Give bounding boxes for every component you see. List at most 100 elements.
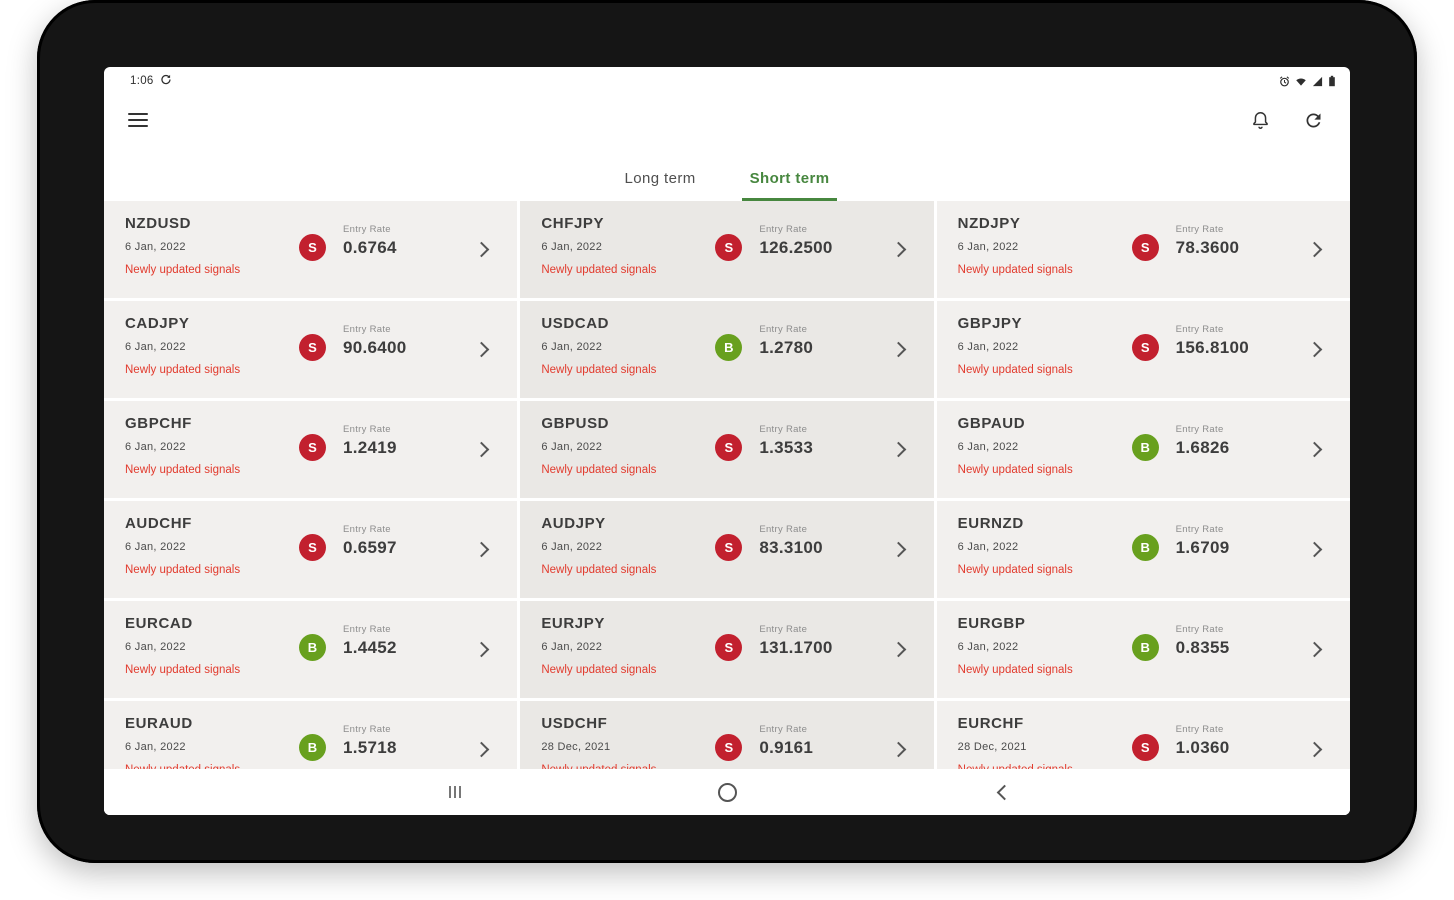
signal-date: 6 Jan, 2022 xyxy=(957,641,1019,653)
entry-rate-label: Entry Rate xyxy=(343,624,391,635)
signal-card[interactable]: NZDUSD 6 Jan, 2022 Newly updated signals… xyxy=(104,201,518,298)
chevron-right-icon[interactable] xyxy=(890,641,906,658)
chevron-right-icon[interactable] xyxy=(890,441,906,458)
signal-date: 6 Jan, 2022 xyxy=(541,241,603,253)
menu-icon[interactable] xyxy=(128,109,148,132)
entry-rate-value: 1.4452 xyxy=(343,638,397,657)
signal-date: 6 Jan, 2022 xyxy=(541,341,603,353)
chevron-right-icon[interactable] xyxy=(890,741,906,758)
entry-rate-label: Entry Rate xyxy=(759,224,808,235)
update-note: Newly updated signals xyxy=(125,664,241,676)
tab-long-term[interactable]: Long term xyxy=(624,170,696,187)
entry-rate-label: Entry Rate xyxy=(759,624,808,635)
tab-short-term[interactable]: Short term xyxy=(741,170,838,201)
chevron-right-icon[interactable] xyxy=(890,541,906,558)
pair-name: AUDJPY xyxy=(541,515,606,532)
back-icon[interactable] xyxy=(996,784,1013,801)
signal-card[interactable]: EURGBP 6 Jan, 2022 Newly updated signals… xyxy=(936,601,1350,698)
recents-icon[interactable] xyxy=(449,786,461,798)
home-icon[interactable] xyxy=(718,783,737,802)
update-note: Newly updated signals xyxy=(957,464,1073,476)
signal-date: 6 Jan, 2022 xyxy=(541,541,603,553)
chevron-right-icon[interactable] xyxy=(1306,641,1323,658)
signal-card[interactable]: CHFJPY 6 Jan, 2022 Newly updated signals… xyxy=(520,201,934,298)
chevron-right-icon[interactable] xyxy=(890,241,906,258)
signal-badge: S xyxy=(715,734,743,761)
signal-badge: S xyxy=(299,434,326,461)
entry-rate-label: Entry Rate xyxy=(1175,424,1224,435)
signal-card[interactable]: NZDJPY 6 Jan, 2022 Newly updated signals… xyxy=(936,201,1350,298)
chevron-right-icon[interactable] xyxy=(474,641,490,658)
signal-badge: B xyxy=(1131,534,1159,561)
signal-badge: S xyxy=(299,334,326,361)
signal-card[interactable]: EURJPY 6 Jan, 2022 Newly updated signals… xyxy=(520,601,934,698)
chevron-right-icon[interactable] xyxy=(1306,741,1323,758)
app-bar xyxy=(104,93,1350,147)
entry-rate-label: Entry Rate xyxy=(759,524,808,535)
signal-badge: S xyxy=(715,234,743,261)
entry-rate-value: 1.6826 xyxy=(1175,438,1230,457)
entry-rate-value: 0.8355 xyxy=(1175,638,1230,657)
signal-date: 6 Jan, 2022 xyxy=(957,541,1019,553)
signal-card[interactable]: EURNZD 6 Jan, 2022 Newly updated signals… xyxy=(936,501,1350,598)
signal-card[interactable]: GBPAUD 6 Jan, 2022 Newly updated signals… xyxy=(936,401,1350,498)
update-note: Newly updated signals xyxy=(125,264,241,276)
signal-badge: S xyxy=(1131,734,1159,761)
notifications-bell-icon[interactable] xyxy=(1250,110,1271,131)
chevron-right-icon[interactable] xyxy=(890,341,906,358)
chevron-right-icon[interactable] xyxy=(474,741,490,758)
pair-name: NZDUSD xyxy=(125,215,192,232)
entry-rate-value: 0.6764 xyxy=(343,238,397,257)
entry-rate-value: 1.6709 xyxy=(1175,538,1230,557)
signal-date: 6 Jan, 2022 xyxy=(541,641,603,653)
pair-name: USDCAD xyxy=(541,315,610,332)
chevron-right-icon[interactable] xyxy=(474,441,490,458)
signal-card[interactable]: GBPCHF 6 Jan, 2022 Newly updated signals… xyxy=(104,401,518,498)
signal-date: 6 Jan, 2022 xyxy=(541,441,603,453)
chevron-right-icon[interactable] xyxy=(1306,541,1323,558)
signal-card[interactable]: GBPUSD 6 Jan, 2022 Newly updated signals… xyxy=(520,401,934,498)
signal-card[interactable]: AUDCHF 6 Jan, 2022 Newly updated signals… xyxy=(104,501,518,598)
signal-card[interactable]: GBPJPY 6 Jan, 2022 Newly updated signals… xyxy=(936,301,1350,398)
update-note: Newly updated signals xyxy=(957,664,1073,676)
signal-badge: S xyxy=(1131,334,1159,361)
chevron-right-icon[interactable] xyxy=(474,341,490,358)
pair-name: EURNZD xyxy=(957,515,1024,532)
chevron-right-icon[interactable] xyxy=(1306,341,1323,358)
entry-rate-value: 1.2419 xyxy=(343,438,397,457)
signal-date: 6 Jan, 2022 xyxy=(957,441,1019,453)
signal-date: 6 Jan, 2022 xyxy=(957,341,1019,353)
signal-badge: S xyxy=(715,534,743,561)
signal-card[interactable]: CADJPY 6 Jan, 2022 Newly updated signals… xyxy=(104,301,518,398)
signal-badge: B xyxy=(299,734,326,761)
entry-rate-value: 1.0360 xyxy=(1175,738,1230,757)
entry-rate-value: 1.2780 xyxy=(759,338,814,357)
update-note: Newly updated signals xyxy=(125,464,241,476)
status-icon-cluster xyxy=(1279,75,1340,87)
entry-rate-label: Entry Rate xyxy=(343,724,391,735)
entry-rate-value: 78.3600 xyxy=(1175,238,1240,257)
update-note: Newly updated signals xyxy=(541,564,657,576)
entry-rate-label: Entry Rate xyxy=(1175,624,1224,635)
signal-date: 6 Jan, 2022 xyxy=(125,441,186,453)
pair-name: EURCAD xyxy=(125,615,193,632)
signal-card[interactable]: AUDJPY 6 Jan, 2022 Newly updated signals… xyxy=(520,501,934,598)
entry-rate-label: Entry Rate xyxy=(759,324,808,335)
chevron-right-icon[interactable] xyxy=(1306,441,1323,458)
pair-name: CADJPY xyxy=(125,315,190,332)
chevron-right-icon[interactable] xyxy=(474,241,490,258)
sync-icon xyxy=(160,74,171,88)
signal-card[interactable]: EURCAD 6 Jan, 2022 Newly updated signals… xyxy=(104,601,518,698)
entry-rate-value: 90.6400 xyxy=(343,338,407,357)
chevron-right-icon[interactable] xyxy=(1306,241,1323,258)
signal-card[interactable]: USDCAD 6 Jan, 2022 Newly updated signals… xyxy=(520,301,934,398)
signal-badge: B xyxy=(299,634,326,661)
entry-rate-label: Entry Rate xyxy=(1175,324,1224,335)
entry-rate-value: 131.1700 xyxy=(759,638,833,657)
battery-icon xyxy=(1328,75,1336,87)
update-note: Newly updated signals xyxy=(957,564,1073,576)
chevron-right-icon[interactable] xyxy=(474,541,490,558)
refresh-icon[interactable] xyxy=(1303,110,1324,131)
tablet-bezel: 1:06 xyxy=(37,0,1417,863)
